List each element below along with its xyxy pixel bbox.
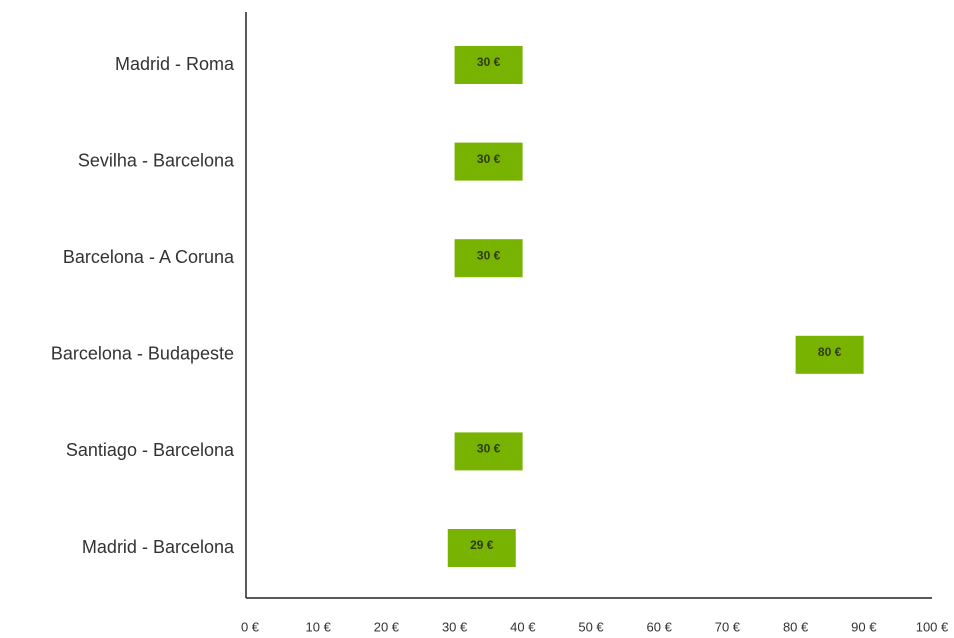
data-label: 30 € bbox=[477, 248, 501, 262]
value-box bbox=[454, 46, 523, 84]
y-tick-label: Barcelona - A Coruna bbox=[63, 247, 235, 267]
data-label: 30 € bbox=[477, 55, 501, 69]
x-tick-label: 10 € bbox=[306, 619, 332, 634]
data-label: 30 € bbox=[477, 152, 501, 166]
x-tick-label: 70 € bbox=[715, 619, 741, 634]
y-tick-label: Madrid - Roma bbox=[115, 54, 235, 74]
x-tick-label: 60 € bbox=[647, 619, 673, 634]
data-label: 29 € bbox=[470, 538, 494, 552]
value-box bbox=[447, 529, 516, 567]
x-tick-label: 30 € bbox=[442, 619, 468, 634]
y-tick-label: Sevilha - Barcelona bbox=[78, 150, 235, 170]
x-tick-label: 90 € bbox=[851, 619, 877, 634]
data-label: 80 € bbox=[818, 345, 842, 359]
x-tick-label: 80 € bbox=[783, 619, 809, 634]
x-tick-label: 50 € bbox=[578, 619, 604, 634]
x-tick-label: 100 € bbox=[916, 619, 949, 634]
y-tick-label: Santiago - Barcelona bbox=[66, 440, 235, 460]
value-box bbox=[454, 142, 523, 181]
y-tick-label: Madrid - Barcelona bbox=[82, 537, 235, 557]
value-box bbox=[454, 239, 523, 278]
data-label: 30 € bbox=[477, 442, 501, 456]
x-tick-label: 20 € bbox=[374, 619, 400, 634]
value-box bbox=[454, 432, 523, 471]
y-tick-label: Barcelona - Budapeste bbox=[51, 344, 234, 364]
x-tick-label: 40 € bbox=[510, 619, 536, 634]
x-tick-label: 0 € bbox=[241, 619, 260, 634]
value-box bbox=[795, 335, 864, 374]
